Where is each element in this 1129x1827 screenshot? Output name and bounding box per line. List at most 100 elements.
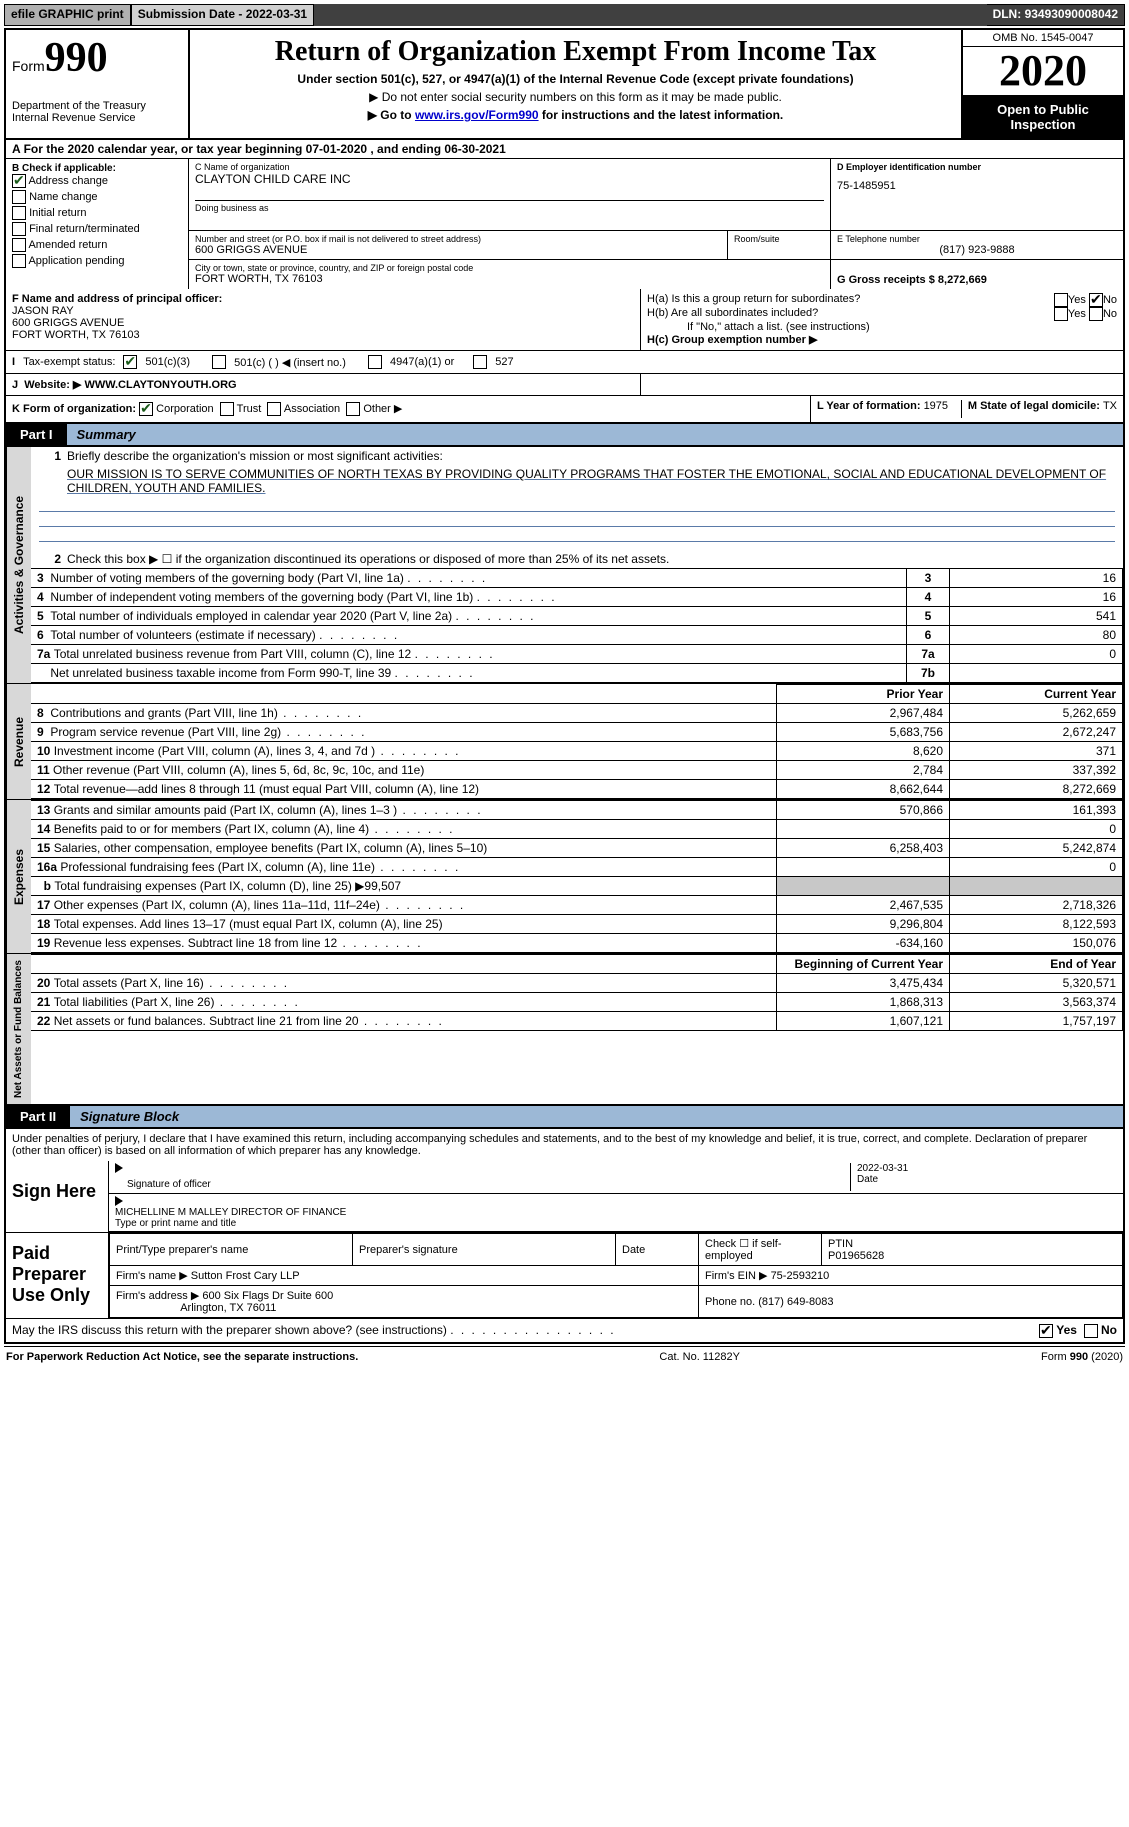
line-num: 9 <box>37 725 44 739</box>
discuss-yes-chk[interactable] <box>1039 1324 1053 1338</box>
officer-name: JASON RAY <box>12 305 74 317</box>
prior-val: -634,160 <box>777 934 950 953</box>
firm-name: Sutton Frost Cary LLP <box>191 1270 300 1282</box>
chk-initial-return[interactable]: Initial return <box>12 206 182 220</box>
yes-label: Yes <box>1068 308 1086 320</box>
line-label: Total liabilities (Part X, line 26) <box>54 995 215 1009</box>
dln: DLN: 93493090008042 <box>987 4 1125 26</box>
chk-527[interactable] <box>473 355 487 369</box>
footer-right: Form 990 (2020) <box>1041 1351 1123 1363</box>
part-1-tab: Part I <box>6 424 67 445</box>
col-prior-year: Prior Year <box>777 685 950 704</box>
current-val: 8,122,593 <box>950 915 1123 934</box>
row-k-form-org: K Form of organization: Corporation Trus… <box>4 396 1125 424</box>
col-beginning: Beginning of Current Year <box>777 955 950 974</box>
line-label: Contributions and grants (Part VIII, lin… <box>50 706 277 720</box>
prior-val <box>777 858 950 877</box>
type-print-label: Type or print name and title <box>115 1218 236 1229</box>
line-2: Check this box ▶ ☐ if the organization d… <box>67 552 1119 566</box>
room-label: Room/suite <box>734 234 824 244</box>
header-title-block: Return of Organization Exempt From Incom… <box>190 30 961 138</box>
side-label-activities: Activities & Governance <box>6 447 31 683</box>
chk-final-return[interactable]: Final return/terminated <box>12 222 182 236</box>
line-num: 20 <box>37 976 50 990</box>
prior-val: 570,866 <box>777 801 950 820</box>
prior-val: 2,967,484 <box>777 704 950 723</box>
goto-prefix: ▶ Go to <box>368 108 415 122</box>
governance-table: 3 Number of voting members of the govern… <box>31 568 1123 683</box>
current-val: 0 <box>950 858 1123 877</box>
firm-ein: 75-2593210 <box>771 1270 830 1282</box>
line-label: Revenue less expenses. Subtract line 18 … <box>54 936 338 950</box>
end-val: 3,563,374 <box>950 993 1123 1012</box>
line-num: 12 <box>37 782 50 796</box>
chk-trust[interactable] <box>220 402 234 416</box>
yes-label: Yes <box>1068 294 1086 306</box>
website-value: WWW.CLAYTONYOUTH.ORG <box>84 379 236 391</box>
chk-4947[interactable] <box>368 355 382 369</box>
header-left: Form990 Department of the Treasury Inter… <box>6 30 190 138</box>
beg-val: 1,868,313 <box>777 993 950 1012</box>
chk-assoc[interactable] <box>267 402 281 416</box>
part-2-header: Part II Signature Block <box>4 1106 1125 1129</box>
prior-val: 6,258,403 <box>777 839 950 858</box>
chk-501c[interactable] <box>212 355 226 369</box>
firm-addr-label: Firm's address ▶ <box>116 1290 199 1302</box>
ptin-label: PTIN <box>828 1238 853 1250</box>
form-subtitle-3: ▶ Go to www.irs.gov/Form990 for instruct… <box>198 108 953 122</box>
header-right: OMB No. 1545-0047 2020 Open to Public In… <box>961 30 1123 138</box>
side-label-expenses: Expenses <box>6 800 31 953</box>
form-title: Return of Organization Exempt From Incom… <box>198 36 953 68</box>
firm-ein-label: Firm's EIN ▶ <box>705 1270 768 1282</box>
form-subtitle-2: ▶ Do not enter social security numbers o… <box>198 90 953 104</box>
signature-line: Signature of officer 2022-03-31Date <box>109 1161 1123 1194</box>
line-6-value: 80 <box>950 626 1123 645</box>
opt-other: Other ▶ <box>363 403 402 415</box>
opt-4947: 4947(a)(1) or <box>390 356 454 368</box>
chk-corp[interactable] <box>139 402 153 416</box>
dba-label: Doing business as <box>195 200 824 213</box>
date-label: Date <box>857 1174 878 1185</box>
line-3-label: Number of voting members of the governin… <box>50 571 404 585</box>
gross-receipts-cell: G Gross receipts $ 8,272,669 <box>831 260 1123 289</box>
form-number: Form990 <box>12 34 182 82</box>
opt-501c: 501(c) ( ) ◀ (insert no.) <box>234 356 346 369</box>
irs-link[interactable]: www.irs.gov/Form990 <box>415 108 539 122</box>
dept-treasury: Department of the Treasury <box>12 100 146 112</box>
footer-cat-no: Cat. No. 11282Y <box>659 1351 740 1363</box>
chk-501c3[interactable] <box>123 355 137 369</box>
open-line2: Inspection <box>1010 117 1075 132</box>
tel-label: E Telephone number <box>837 234 1117 244</box>
line-label: Investment income (Part VIII, column (A)… <box>54 744 375 758</box>
mission-blank-line <box>39 512 1115 527</box>
chk-label: Address change <box>28 175 108 187</box>
self-employed-label: Check ☐ if self-employed <box>705 1238 782 1262</box>
sig-arrow-icon <box>115 1196 123 1206</box>
discuss-no-chk[interactable] <box>1084 1324 1098 1338</box>
beg-val: 1,607,121 <box>777 1012 950 1031</box>
expenses-section: Expenses 13 Grants and similar amounts p… <box>4 800 1125 954</box>
chk-label: Name change <box>29 191 98 203</box>
chk-address-change[interactable]: Address change <box>12 174 182 188</box>
line-num: 8 <box>37 706 44 720</box>
prep-name-label: Print/Type preparer's name <box>116 1244 248 1256</box>
no-label: No <box>1103 308 1117 320</box>
chk-other[interactable] <box>346 402 360 416</box>
part-1-header: Part I Summary <box>4 424 1125 447</box>
mission-blank-line <box>39 527 1115 542</box>
sign-here-label: Sign Here <box>6 1161 109 1232</box>
chk-app-pending[interactable]: Application pending <box>12 254 182 268</box>
entity-info-block: B Check if applicable: Address change Na… <box>4 159 1125 289</box>
sign-date: 2022-03-31 <box>857 1163 1117 1174</box>
side-label-net-assets: Net Assets or Fund Balances <box>6 954 31 1104</box>
net-assets-table: Beginning of Current YearEnd of Year 20 … <box>31 954 1123 1031</box>
chk-amended[interactable]: Amended return <box>12 238 182 252</box>
current-val: 161,393 <box>950 801 1123 820</box>
chk-name-change[interactable]: Name change <box>12 190 182 204</box>
efile-print-button[interactable]: efile GRAPHIC print <box>4 4 131 26</box>
col-end: End of Year <box>950 955 1123 974</box>
chk-label: Amended return <box>28 239 107 251</box>
prep-sig-label: Preparer's signature <box>359 1244 458 1256</box>
line-label: Total revenue—add lines 8 through 11 (mu… <box>54 782 479 796</box>
end-val: 5,320,571 <box>950 974 1123 993</box>
